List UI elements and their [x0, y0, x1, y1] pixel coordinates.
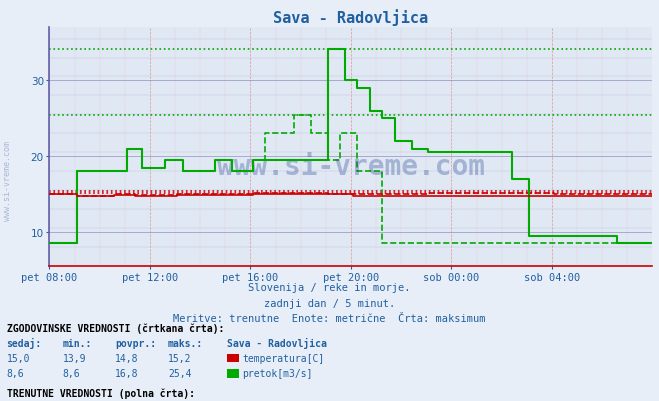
Text: pretok[m3/s]: pretok[m3/s]	[243, 369, 313, 379]
Text: povpr.:: povpr.:	[115, 338, 156, 348]
Text: 15,2: 15,2	[168, 353, 192, 363]
Text: www.si-vreme.com: www.si-vreme.com	[217, 152, 485, 180]
Text: min.:: min.:	[63, 338, 92, 348]
Text: 14,8: 14,8	[115, 353, 139, 363]
Text: Sava - Radovljica: Sava - Radovljica	[227, 337, 328, 348]
Text: Slovenija / reke in morje.: Slovenija / reke in morje.	[248, 283, 411, 293]
Text: TRENUTNE VREDNOSTI (polna črta):: TRENUTNE VREDNOSTI (polna črta):	[7, 388, 194, 398]
Text: 15,0: 15,0	[7, 353, 30, 363]
Text: zadnji dan / 5 minut.: zadnji dan / 5 minut.	[264, 298, 395, 308]
Text: maks.:: maks.:	[168, 338, 203, 348]
Text: 13,9: 13,9	[63, 353, 86, 363]
Text: ZGODOVINSKE VREDNOSTI (črtkana črta):: ZGODOVINSKE VREDNOSTI (črtkana črta):	[7, 322, 224, 333]
Text: 8,6: 8,6	[63, 369, 80, 379]
Text: 8,6: 8,6	[7, 369, 24, 379]
Text: 25,4: 25,4	[168, 369, 192, 379]
Text: temperatura[C]: temperatura[C]	[243, 353, 325, 363]
Text: sedaj:: sedaj:	[7, 337, 42, 348]
Text: Meritve: trenutne  Enote: metrične  Črta: maksimum: Meritve: trenutne Enote: metrične Črta: …	[173, 313, 486, 323]
Text: www.si-vreme.com: www.si-vreme.com	[3, 140, 13, 221]
Title: Sava - Radovljica: Sava - Radovljica	[273, 9, 428, 26]
Text: 16,8: 16,8	[115, 369, 139, 379]
